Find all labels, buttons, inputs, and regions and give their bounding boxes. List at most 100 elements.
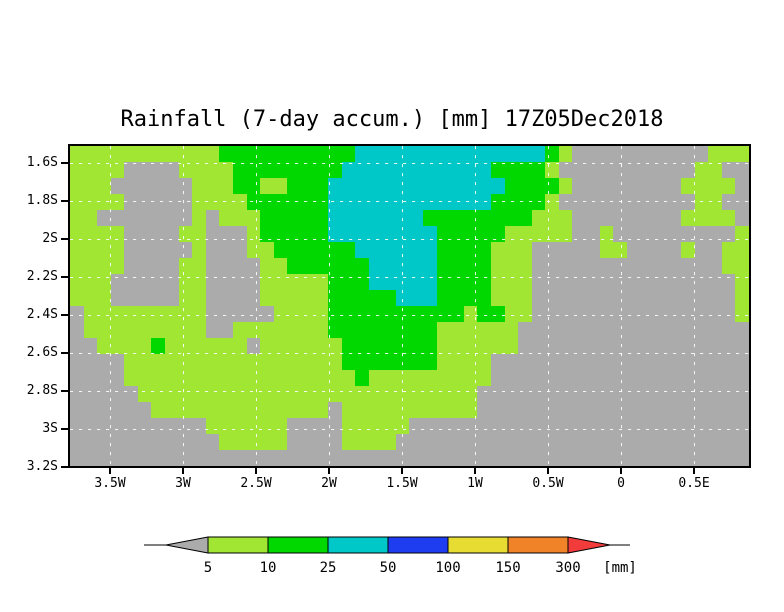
- grid-cell: [409, 226, 424, 242]
- grid-cell: [653, 354, 668, 370]
- grid-cell: [708, 210, 722, 226]
- grid-cell: [178, 146, 193, 162]
- grid-cell: [423, 386, 437, 402]
- colorbar-segment: [387, 536, 449, 554]
- grid-cell: [531, 354, 546, 370]
- grid-cell: [124, 354, 138, 370]
- grid-cell: [477, 322, 491, 338]
- grid-cell: [504, 178, 519, 194]
- grid-cell: [97, 450, 111, 466]
- grid-cell: [504, 434, 519, 450]
- grid-cell: [721, 354, 736, 370]
- grid-cell: [314, 258, 329, 274]
- grid-cell: [205, 178, 220, 194]
- grid-cell: [205, 274, 220, 290]
- grid-cell: [518, 370, 532, 386]
- grid-cell: [504, 322, 519, 338]
- grid-cell: [355, 226, 369, 242]
- grid-cell: [423, 194, 437, 210]
- grid-cell: [490, 370, 505, 386]
- grid-cell: [572, 210, 587, 226]
- x-axis-tick: [474, 466, 476, 474]
- grid-cell: [70, 450, 84, 466]
- grid-cell: [450, 370, 464, 386]
- grid-cell: [124, 322, 138, 338]
- grid-cell: [681, 418, 695, 434]
- grid-cell: [572, 306, 587, 322]
- grid-cell: [450, 418, 464, 434]
- grid-cell: [70, 162, 84, 178]
- grid-cell: [260, 258, 274, 274]
- grid-cell: [382, 226, 396, 242]
- grid-cell: [463, 178, 478, 194]
- grid-cell: [463, 370, 478, 386]
- grid-cell: [436, 178, 451, 194]
- grid-cell: [490, 162, 505, 178]
- grid-cell: [314, 210, 329, 226]
- grid-cell: [436, 402, 451, 418]
- grid-cell: [653, 418, 668, 434]
- grid-cell: [640, 258, 654, 274]
- grid-cell: [504, 258, 519, 274]
- grid-cell: [436, 386, 451, 402]
- gridline-vertical: [256, 146, 257, 466]
- grid-cell: [735, 450, 749, 466]
- grid-cell: [586, 418, 600, 434]
- grid-cell: [490, 338, 505, 354]
- grid-cell: [735, 178, 749, 194]
- grid-cell: [586, 210, 600, 226]
- grid-cell: [151, 194, 166, 210]
- grid-cell: [178, 178, 193, 194]
- grid-cell: [246, 178, 261, 194]
- grid-cell: [531, 338, 546, 354]
- grid-cell: [681, 258, 695, 274]
- grid-cell: [355, 178, 369, 194]
- grid-cell: [653, 370, 668, 386]
- grid-cell: [124, 370, 138, 386]
- grid-cell: [219, 242, 233, 258]
- grid-cell: [368, 226, 383, 242]
- grid-cell: [681, 306, 695, 322]
- grid-cell: [531, 210, 546, 226]
- grid-cell: [572, 146, 587, 162]
- grid-cell: [260, 370, 274, 386]
- grid-cell: [151, 242, 166, 258]
- grid-cell: [613, 290, 627, 306]
- gridline-horizontal: [70, 277, 749, 278]
- grid-cell: [599, 274, 614, 290]
- y-axis-tick: [61, 428, 69, 430]
- grid-cell: [721, 274, 736, 290]
- grid-cell: [599, 194, 614, 210]
- grid-cell: [70, 146, 84, 162]
- grid-cell: [504, 210, 519, 226]
- grid-cell: [124, 178, 138, 194]
- grid-cell: [409, 146, 424, 162]
- grid-cell: [219, 402, 233, 418]
- grid-cell: [667, 354, 682, 370]
- grid-cell: [477, 450, 491, 466]
- grid-cell: [735, 274, 749, 290]
- grid-cell: [328, 418, 342, 434]
- grid-cell: [219, 370, 233, 386]
- grid-cell: [232, 386, 247, 402]
- grid-cell: [70, 386, 84, 402]
- grid-cell: [653, 242, 668, 258]
- grid-cell: [450, 210, 464, 226]
- grid-cell: [436, 242, 451, 258]
- grid-cell: [626, 322, 641, 338]
- grid-cell: [436, 274, 451, 290]
- grid-cell: [260, 386, 274, 402]
- grid-cell: [287, 434, 301, 450]
- grid-cell: [137, 418, 152, 434]
- grid-cell: [192, 370, 206, 386]
- grid-cell: [640, 210, 654, 226]
- grid-cell: [640, 386, 654, 402]
- grid-cell: [667, 306, 682, 322]
- grid-cell: [504, 402, 519, 418]
- grid-cell: [165, 178, 179, 194]
- grid-cell: [70, 210, 84, 226]
- grid-cell: [260, 226, 274, 242]
- grid-cell: [613, 274, 627, 290]
- grid-cell: [70, 258, 84, 274]
- grid-cell: [599, 162, 614, 178]
